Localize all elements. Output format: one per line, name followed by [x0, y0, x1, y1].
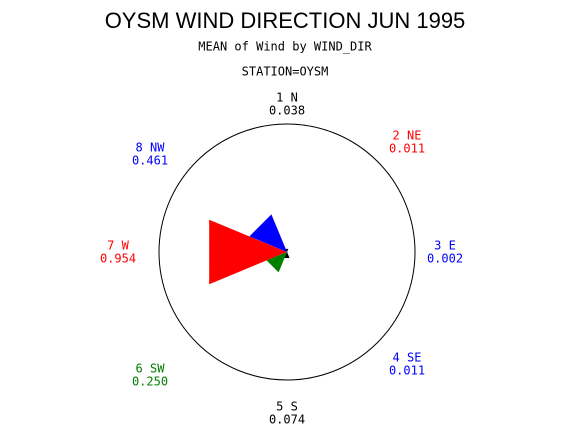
- wedge: [249, 214, 287, 252]
- wedge: [266, 252, 287, 273]
- direction-label: 3 E: [434, 239, 456, 253]
- direction-label: 1 N: [276, 91, 298, 105]
- wedge: [287, 251, 288, 252]
- outer-circle: [158, 123, 416, 381]
- value-label: 0.461: [132, 154, 168, 168]
- value-label: 0.011: [389, 364, 425, 378]
- direction-label: 5 S: [276, 400, 298, 414]
- value-label: 0.954: [100, 252, 136, 266]
- value-label: 0.250: [132, 375, 168, 389]
- wedge: [285, 248, 289, 252]
- value-label: 0.011: [389, 142, 425, 156]
- station-label: STATION=OYSM: [242, 65, 329, 79]
- value-label: 0.074: [269, 413, 305, 427]
- wedge: [209, 219, 287, 285]
- direction-label: 6 SW: [136, 362, 166, 376]
- chart-subtitle: MEAN of Wind by WIND_DIR: [198, 40, 372, 54]
- wedge: [284, 252, 290, 258]
- direction-label: 8 NW: [136, 141, 166, 155]
- wedge: [287, 252, 288, 253]
- direction-label: 4 SE: [393, 351, 422, 365]
- direction-label: 7 W: [107, 239, 129, 253]
- direction-label: 2 NE: [393, 129, 422, 143]
- value-label: 0.038: [269, 104, 305, 118]
- value-label: 0.002: [427, 252, 463, 266]
- chart-title: OYSM WIND DIRECTION JUN 1995: [105, 8, 466, 33]
